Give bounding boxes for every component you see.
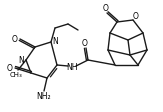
Text: CH₃: CH₃ xyxy=(10,72,22,78)
Text: O: O xyxy=(103,3,109,13)
Text: O: O xyxy=(12,34,18,43)
Text: O: O xyxy=(82,39,88,47)
Text: N: N xyxy=(52,37,58,45)
Text: N: N xyxy=(18,56,24,65)
Text: O: O xyxy=(7,64,13,72)
Text: O: O xyxy=(133,12,139,20)
Text: NH: NH xyxy=(66,62,78,71)
Text: NH₂: NH₂ xyxy=(37,92,51,100)
